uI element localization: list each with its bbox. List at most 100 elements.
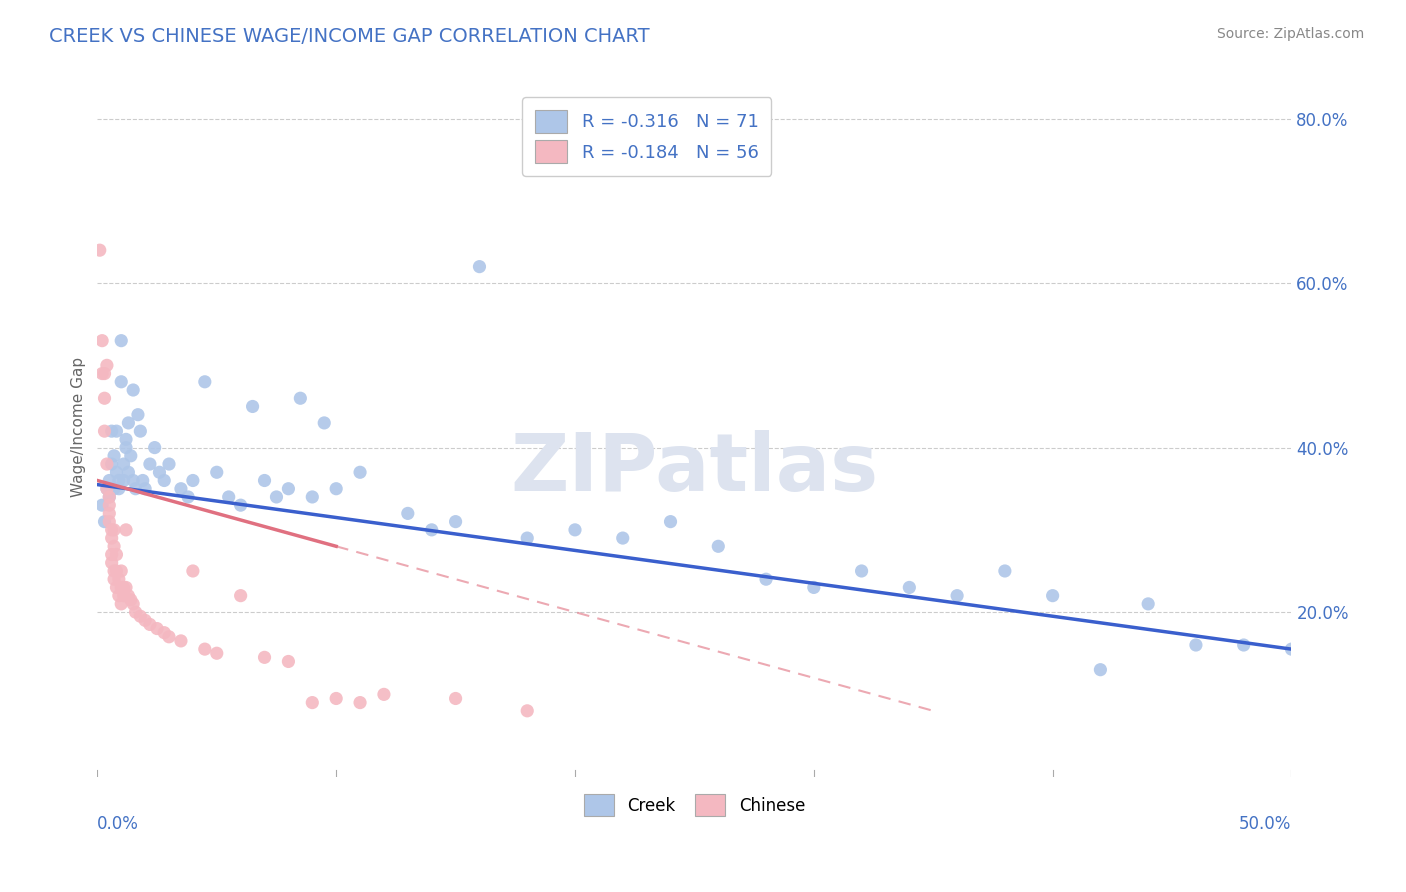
Point — [115, 433, 138, 447]
Point — [115, 523, 138, 537]
Point — [96, 482, 118, 496]
Point — [103, 449, 125, 463]
Point — [946, 589, 969, 603]
Point — [444, 691, 467, 706]
Point — [98, 498, 121, 512]
Point — [108, 474, 131, 488]
Point — [117, 589, 139, 603]
Text: ZIPatlas: ZIPatlas — [510, 430, 879, 508]
Point — [277, 482, 299, 496]
Point — [112, 581, 135, 595]
Point — [110, 334, 132, 348]
Point — [103, 572, 125, 586]
Point — [373, 687, 395, 701]
Point — [93, 391, 115, 405]
Point — [112, 457, 135, 471]
Point — [91, 367, 114, 381]
Point — [139, 457, 162, 471]
Point — [112, 474, 135, 488]
Point — [134, 482, 156, 496]
Point — [93, 367, 115, 381]
Point — [93, 515, 115, 529]
Point — [349, 696, 371, 710]
Point — [124, 605, 146, 619]
Point — [129, 424, 152, 438]
Point — [325, 691, 347, 706]
Point — [129, 609, 152, 624]
Y-axis label: Wage/Income Gap: Wage/Income Gap — [72, 357, 86, 497]
Point — [100, 424, 122, 438]
Point — [659, 515, 682, 529]
Point — [124, 482, 146, 496]
Point — [170, 482, 193, 496]
Point — [91, 498, 114, 512]
Point — [301, 696, 323, 710]
Point — [98, 507, 121, 521]
Point — [105, 564, 128, 578]
Point — [277, 655, 299, 669]
Point — [103, 564, 125, 578]
Point — [120, 449, 142, 463]
Point — [253, 650, 276, 665]
Text: CREEK VS CHINESE WAGE/INCOME GAP CORRELATION CHART: CREEK VS CHINESE WAGE/INCOME GAP CORRELA… — [49, 27, 650, 45]
Point — [143, 441, 166, 455]
Point — [898, 581, 921, 595]
Point — [177, 490, 200, 504]
Point — [564, 523, 586, 537]
Point — [132, 474, 155, 488]
Point — [301, 490, 323, 504]
Point — [242, 400, 264, 414]
Point — [122, 474, 145, 488]
Point — [516, 704, 538, 718]
Text: 0.0%: 0.0% — [97, 815, 139, 833]
Point — [108, 482, 131, 496]
Point — [100, 556, 122, 570]
Point — [468, 260, 491, 274]
Point — [349, 465, 371, 479]
Point — [89, 243, 111, 257]
Point — [105, 581, 128, 595]
Point — [325, 482, 347, 496]
Point — [98, 515, 121, 529]
Point — [117, 465, 139, 479]
Point — [420, 523, 443, 537]
Point — [803, 581, 825, 595]
Point — [146, 622, 169, 636]
Text: 50.0%: 50.0% — [1239, 815, 1292, 833]
Point — [229, 498, 252, 512]
Point — [396, 507, 419, 521]
Point — [110, 375, 132, 389]
Point — [994, 564, 1017, 578]
Point — [1185, 638, 1208, 652]
Point — [105, 548, 128, 562]
Point — [290, 391, 312, 405]
Point — [314, 416, 336, 430]
Point — [98, 490, 121, 504]
Legend: Creek, Chinese: Creek, Chinese — [575, 786, 814, 824]
Point — [1042, 589, 1064, 603]
Point — [194, 642, 217, 657]
Point — [444, 515, 467, 529]
Point — [103, 482, 125, 496]
Point — [707, 539, 730, 553]
Point — [139, 617, 162, 632]
Point — [96, 482, 118, 496]
Point — [115, 441, 138, 455]
Point — [100, 531, 122, 545]
Point — [181, 564, 204, 578]
Point — [117, 416, 139, 430]
Point — [108, 589, 131, 603]
Point — [93, 424, 115, 438]
Point — [266, 490, 288, 504]
Point — [1090, 663, 1112, 677]
Point — [122, 383, 145, 397]
Point — [110, 581, 132, 595]
Point — [148, 465, 170, 479]
Point — [96, 457, 118, 471]
Point — [112, 589, 135, 603]
Point — [205, 465, 228, 479]
Point — [127, 408, 149, 422]
Point — [157, 457, 180, 471]
Point — [98, 474, 121, 488]
Point — [122, 597, 145, 611]
